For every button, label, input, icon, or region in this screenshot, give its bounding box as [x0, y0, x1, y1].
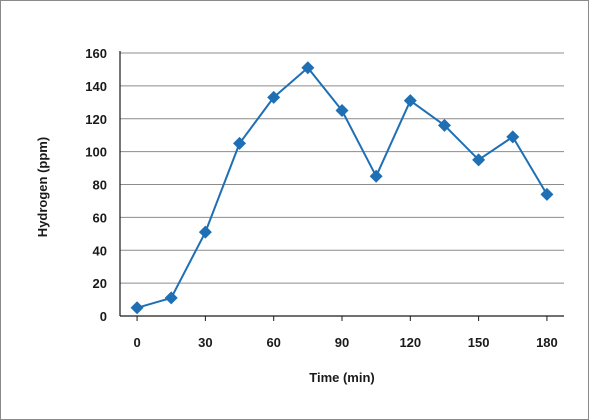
x-tick-label: 180 — [536, 335, 558, 350]
data-point — [472, 153, 486, 167]
y-tick-label: 100 — [85, 145, 107, 160]
y-axis-title: Hydrogen (ppm) — [35, 137, 50, 237]
y-tick-label: 40 — [93, 243, 107, 258]
data-point — [335, 104, 349, 118]
y-tick-label: 0 — [100, 309, 107, 324]
y-tick-label: 140 — [85, 79, 107, 94]
y-tick-labels: 0 20 40 60 80 100 120 140 160 — [85, 46, 107, 324]
y-tick-label: 20 — [93, 276, 107, 291]
data-point — [540, 187, 554, 201]
x-tick-labels: 0 30 60 90 120 150 180 — [133, 335, 557, 350]
x-tick-label: 90 — [335, 335, 349, 350]
series-line — [136, 66, 548, 309]
x-tick-label: 150 — [468, 335, 490, 350]
series-layer — [130, 61, 554, 315]
x-tick-label: 30 — [198, 335, 212, 350]
y-tick-label: 160 — [85, 46, 107, 61]
y-tick-label: 120 — [85, 112, 107, 127]
data-point — [403, 94, 417, 108]
data-point — [301, 61, 315, 75]
x-tick-label: 0 — [133, 335, 140, 350]
data-point — [437, 118, 451, 132]
grid-lines — [120, 52, 564, 284]
data-point — [164, 291, 178, 305]
data-point — [130, 301, 144, 315]
y-tick-label: 80 — [93, 178, 107, 193]
data-point — [233, 136, 247, 150]
axes — [119, 51, 564, 321]
data-point — [506, 130, 520, 144]
x-tick-label: 60 — [266, 335, 280, 350]
y-tick-label: 60 — [93, 210, 107, 225]
data-point — [267, 90, 281, 104]
data-point — [198, 225, 212, 239]
x-tick-label: 120 — [399, 335, 421, 350]
x-axis-title: Time (min) — [309, 370, 375, 385]
data-point — [369, 169, 383, 183]
